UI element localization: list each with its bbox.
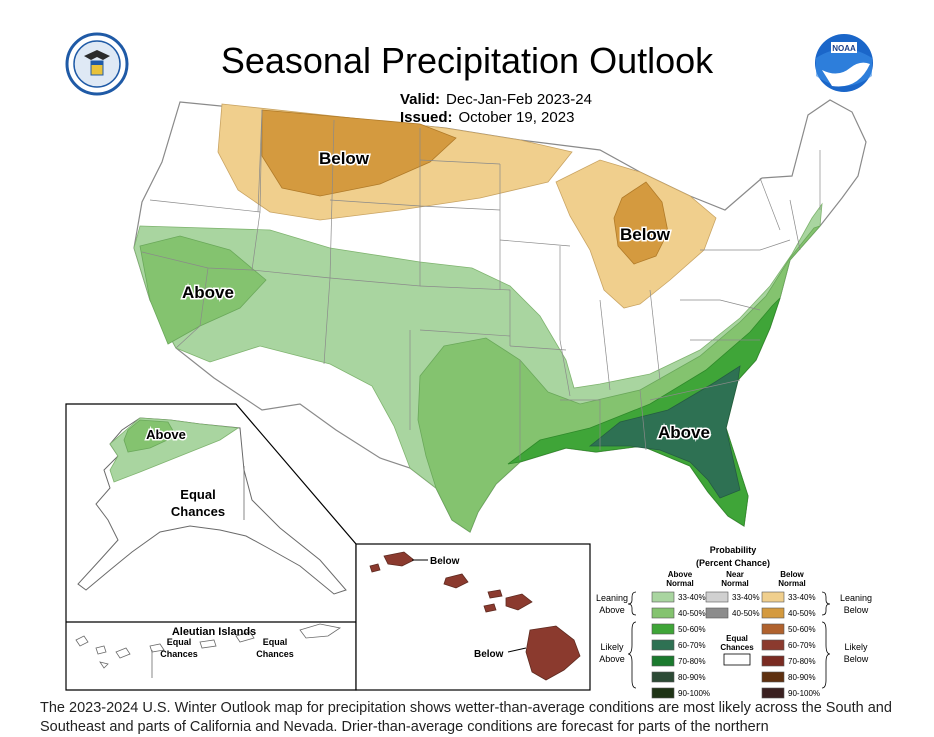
legend-likely-below-2: Below bbox=[844, 654, 869, 664]
label-below-northwest: Below bbox=[319, 149, 370, 168]
legend-likely-above-1: Likely bbox=[600, 642, 624, 652]
legend-equal-2: Chances bbox=[720, 643, 754, 652]
legend-above-label: 40-50% bbox=[678, 609, 706, 618]
legend-above-label: 70-80% bbox=[678, 657, 706, 666]
state-boundaries bbox=[141, 109, 821, 460]
legend-above-swatch bbox=[651, 671, 675, 683]
label-aleutian-equal-left1: Equal bbox=[167, 637, 192, 647]
legend-equal-swatch bbox=[723, 653, 751, 666]
commerce-seal-icon bbox=[65, 32, 129, 96]
legend-near-label: 33-40% bbox=[732, 593, 760, 602]
legend-above-swatch bbox=[651, 623, 675, 635]
legend-above-label: 90-100% bbox=[678, 689, 710, 698]
legend-near-swatch bbox=[705, 607, 729, 619]
legend-near-column: 33-40% 40-50% bbox=[705, 591, 760, 619]
legend-below-column: 33-40% 40-50% 50-60% 60-70% 70-80% 80-90% 90-1… bbox=[761, 591, 820, 699]
legend-above-swatch bbox=[651, 655, 675, 667]
region-below-40-50-north bbox=[261, 109, 457, 197]
legend-above-label: 80-90% bbox=[678, 673, 706, 682]
legend-below-swatch bbox=[761, 687, 785, 699]
valid-period: Valid: Dec-Jan-Feb 2023-24 bbox=[400, 91, 592, 108]
alaska-above-40-50 bbox=[123, 419, 177, 453]
legend-likely-above-2: Above bbox=[599, 654, 625, 664]
legend-above-header-1: Above bbox=[668, 570, 693, 579]
legend-near-label: 40-50% bbox=[732, 609, 760, 618]
description-text: The 2023-2024 U.S. Winter Outlook map fo… bbox=[40, 700, 892, 735]
legend-above-label: 60-70% bbox=[678, 641, 706, 650]
legend-below-label: 90-100% bbox=[788, 689, 820, 698]
label-aleutian-equal-left2: Chances bbox=[160, 649, 198, 659]
legend-below-label: 70-80% bbox=[788, 657, 816, 666]
legend-below-label: 33-40% bbox=[788, 593, 816, 602]
legend-leaning-above-2: Above bbox=[599, 605, 625, 615]
legend-equal-1: Equal bbox=[726, 634, 748, 643]
legend-title-1: Probability bbox=[710, 545, 757, 555]
noaa-logo-icon: NOAA bbox=[815, 34, 873, 92]
issued-label: Issued: bbox=[400, 109, 453, 126]
legend-near-swatch bbox=[705, 591, 729, 603]
svg-text:NOAA: NOAA bbox=[832, 44, 856, 53]
label-alaska-equal-line1: Equal bbox=[180, 487, 215, 502]
valid-value: Dec-Jan-Feb 2023-24 bbox=[446, 91, 592, 108]
legend-below-swatch bbox=[761, 623, 785, 635]
legend-likely-below-1: Likely bbox=[844, 642, 868, 652]
legend-above-swatch bbox=[651, 607, 675, 619]
region-above-60-70 bbox=[588, 365, 741, 499]
label-aleutian-equal-right2: Chances bbox=[256, 649, 294, 659]
legend-near-header-2: Normal bbox=[721, 579, 749, 588]
region-above-40-50-west bbox=[139, 235, 267, 345]
legend-below-label: 40-50% bbox=[788, 609, 816, 618]
label-above-west: Above bbox=[182, 283, 234, 302]
legend-above-label: 50-60% bbox=[678, 625, 706, 634]
legend-title-2: (Percent Chance) bbox=[696, 558, 770, 568]
outlook-map: NOAA bbox=[65, 32, 873, 699]
legend-above-label: 33-40% bbox=[678, 593, 706, 602]
legend-leaning-below-2: Below bbox=[844, 605, 869, 615]
legend-above-swatch bbox=[651, 591, 675, 603]
legend-below-label: 60-70% bbox=[788, 641, 816, 650]
legend-leaning-above-1: Leaning bbox=[596, 593, 628, 603]
legend-near-header-1: Near bbox=[726, 570, 744, 579]
probability-legend: Probability (Percent Chance) Above Norma… bbox=[596, 545, 872, 699]
legend-above-swatch bbox=[651, 639, 675, 651]
legend-below-swatch bbox=[761, 591, 785, 603]
legend-above-column: 33-40% 40-50% 50-60% 60-70% 70-80% 80-90% 90-1… bbox=[651, 591, 710, 699]
issued-date: Issued: October 19, 2023 bbox=[400, 109, 574, 126]
issued-value: October 19, 2023 bbox=[458, 109, 575, 126]
label-hawaii-below-1: Below bbox=[430, 556, 460, 567]
label-hawaii-below-2: Below bbox=[474, 649, 504, 660]
page-title: Seasonal Precipitation Outlook bbox=[220, 40, 714, 81]
label-below-great-lakes: Below bbox=[620, 225, 671, 244]
legend-above-swatch bbox=[651, 687, 675, 699]
legend-below-swatch bbox=[761, 607, 785, 619]
legend-below-swatch bbox=[761, 671, 785, 683]
legend-below-label: 50-60% bbox=[788, 625, 816, 634]
legend-below-header-2: Normal bbox=[778, 579, 806, 588]
label-alaska-above: Above bbox=[146, 427, 186, 442]
legend-below-swatch bbox=[761, 655, 785, 667]
region-below-40-50-michigan bbox=[613, 181, 669, 265]
legend-below-swatch bbox=[761, 639, 785, 651]
legend-leaning-below-1: Leaning bbox=[840, 593, 872, 603]
valid-label: Valid: bbox=[400, 91, 441, 108]
label-aleutian-equal-right1: Equal bbox=[263, 637, 288, 647]
hawaii-inset: Below Below bbox=[355, 543, 591, 691]
label-above-southeast: Above bbox=[658, 423, 710, 442]
legend-below-header-1: Below bbox=[780, 570, 804, 579]
alaska-inset: Above Equal Chances Aleutian Islands Equ… bbox=[65, 403, 357, 691]
legend-above-header-2: Normal bbox=[666, 579, 694, 588]
legend-below-label: 80-90% bbox=[788, 673, 816, 682]
label-alaska-equal-line2: Chances bbox=[171, 504, 225, 519]
label-aleutian-title: Aleutian Islands bbox=[172, 626, 256, 638]
